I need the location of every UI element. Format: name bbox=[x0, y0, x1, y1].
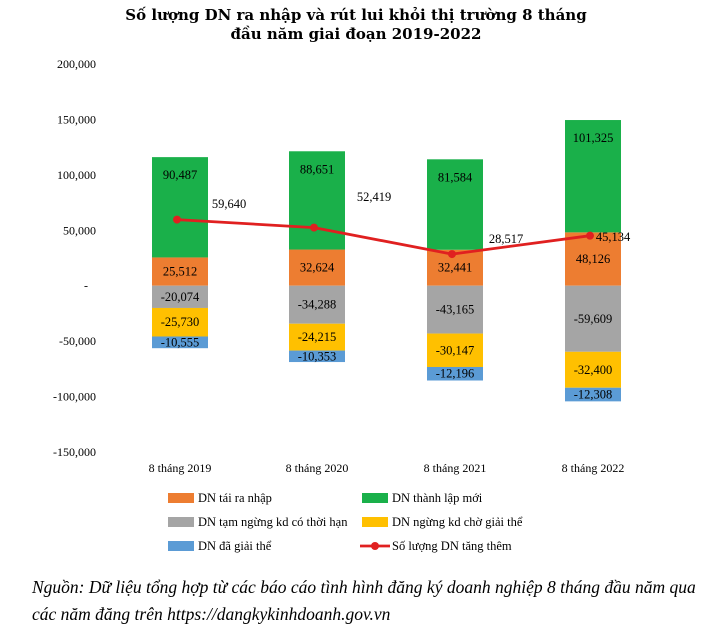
data-label: 32,624 bbox=[300, 261, 335, 275]
bar-segment bbox=[152, 285, 208, 308]
data-label: -10,555 bbox=[161, 335, 200, 349]
legend-label: DN ngừng kd chờ giải thể bbox=[392, 515, 523, 529]
legend-label: DN tạm ngừng kd có thời hạn bbox=[198, 515, 348, 529]
legend-swatch bbox=[362, 517, 388, 527]
x-category-label: 8 tháng 2021 bbox=[424, 461, 487, 475]
line-data-label: 52,419 bbox=[357, 190, 391, 204]
data-label: -34,288 bbox=[298, 298, 337, 312]
bar-segment bbox=[152, 336, 208, 349]
bar-segment bbox=[427, 333, 483, 367]
legend-marker bbox=[371, 542, 379, 550]
data-label: 90,487 bbox=[163, 168, 197, 182]
data-label: -20,074 bbox=[161, 290, 200, 304]
source-note: Nguồn: Dữ liệu tổng hợp từ các báo cáo t… bbox=[32, 577, 696, 624]
bar-segment bbox=[289, 323, 345, 351]
chart-title: đầu năm giai đoạn 2019-2022 bbox=[231, 25, 482, 43]
y-tick-label: - bbox=[84, 279, 88, 293]
data-label: -12,308 bbox=[574, 388, 613, 402]
data-label: -59,609 bbox=[574, 312, 613, 326]
data-label: -24,215 bbox=[298, 330, 337, 344]
line-point bbox=[310, 223, 318, 232]
legend-swatch bbox=[168, 493, 194, 503]
data-label: 81,584 bbox=[438, 170, 473, 184]
bar-segment bbox=[565, 351, 621, 388]
bar-segment bbox=[289, 350, 345, 363]
data-label: 25,512 bbox=[163, 265, 197, 279]
line-point bbox=[173, 215, 181, 224]
line-point bbox=[448, 250, 456, 259]
bar-segment bbox=[565, 387, 621, 402]
bar-segment bbox=[289, 285, 345, 324]
x-category-label: 8 tháng 2020 bbox=[286, 461, 349, 475]
y-tick-label: -50,000 bbox=[59, 334, 96, 348]
bar-segment bbox=[427, 366, 483, 381]
line-data-label: 28,517 bbox=[489, 232, 523, 246]
data-label: 48,126 bbox=[576, 252, 610, 266]
line-point bbox=[586, 231, 594, 240]
legend-label: DN thành lập mới bbox=[392, 491, 483, 505]
legend-swatch bbox=[168, 541, 194, 551]
data-label: -32,400 bbox=[574, 363, 613, 377]
data-label: 101,325 bbox=[573, 131, 614, 145]
bar-segment bbox=[565, 120, 621, 233]
bar-segment bbox=[427, 159, 483, 250]
legend-label: DN đã giải thể bbox=[198, 539, 272, 553]
bar-segment bbox=[152, 157, 208, 258]
y-tick-label: 100,000 bbox=[57, 168, 96, 182]
data-label: 32,441 bbox=[438, 261, 472, 275]
legend-swatch bbox=[362, 493, 388, 503]
line-data-label: 45,134 bbox=[596, 230, 631, 244]
data-label: 88,651 bbox=[300, 162, 334, 176]
line-series bbox=[176, 218, 591, 256]
chart-title: Số lượng DN ra nhập và rút lui khỏi thị … bbox=[125, 6, 587, 24]
line-data-label: 59,640 bbox=[212, 197, 246, 211]
bar-segment bbox=[427, 285, 483, 334]
legend-label: Số lượng DN tăng thêm bbox=[392, 539, 512, 553]
bar-segment bbox=[289, 249, 345, 286]
y-tick-label: 150,000 bbox=[57, 112, 96, 126]
x-category-label: 8 tháng 2022 bbox=[562, 461, 625, 475]
data-label: -30,147 bbox=[436, 343, 475, 357]
y-tick-label: -150,000 bbox=[53, 445, 96, 459]
data-label: -25,730 bbox=[161, 315, 200, 329]
data-label: -10,353 bbox=[298, 349, 337, 363]
y-tick-label: 50,000 bbox=[63, 223, 96, 237]
data-label: -12,196 bbox=[436, 367, 475, 381]
legend-label: DN tái ra nhập bbox=[198, 491, 272, 505]
bar-segment bbox=[565, 285, 621, 352]
bar-segment bbox=[152, 307, 208, 337]
stacked-bar-chart: Số lượng DN ra nhập và rút lui khỏi thị … bbox=[53, 6, 631, 553]
x-category-label: 8 tháng 2019 bbox=[149, 461, 212, 475]
bar-segment bbox=[565, 232, 621, 286]
legend-swatch bbox=[168, 517, 194, 527]
bar-segment bbox=[152, 257, 208, 286]
y-tick-label: -100,000 bbox=[53, 390, 96, 404]
data-label: -43,165 bbox=[436, 303, 475, 317]
y-tick-label: 200,000 bbox=[57, 57, 96, 71]
